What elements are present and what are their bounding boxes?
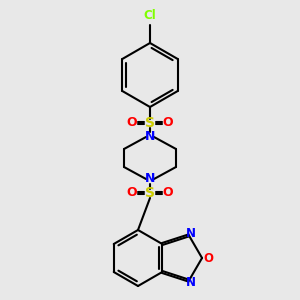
Text: N: N xyxy=(186,227,196,240)
Text: N: N xyxy=(145,172,155,185)
Text: O: O xyxy=(127,187,137,200)
Text: N: N xyxy=(145,130,155,143)
Text: O: O xyxy=(163,187,173,200)
Text: N: N xyxy=(186,276,196,289)
Text: S: S xyxy=(145,116,155,130)
Text: O: O xyxy=(127,116,137,130)
Text: O: O xyxy=(163,116,173,130)
Text: O: O xyxy=(203,251,213,265)
Text: S: S xyxy=(145,186,155,200)
Text: Cl: Cl xyxy=(144,9,156,22)
